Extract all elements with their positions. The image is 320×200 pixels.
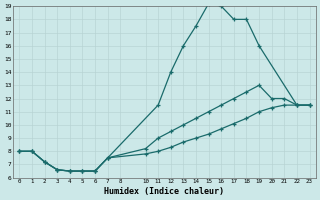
X-axis label: Humidex (Indice chaleur): Humidex (Indice chaleur) — [104, 187, 224, 196]
